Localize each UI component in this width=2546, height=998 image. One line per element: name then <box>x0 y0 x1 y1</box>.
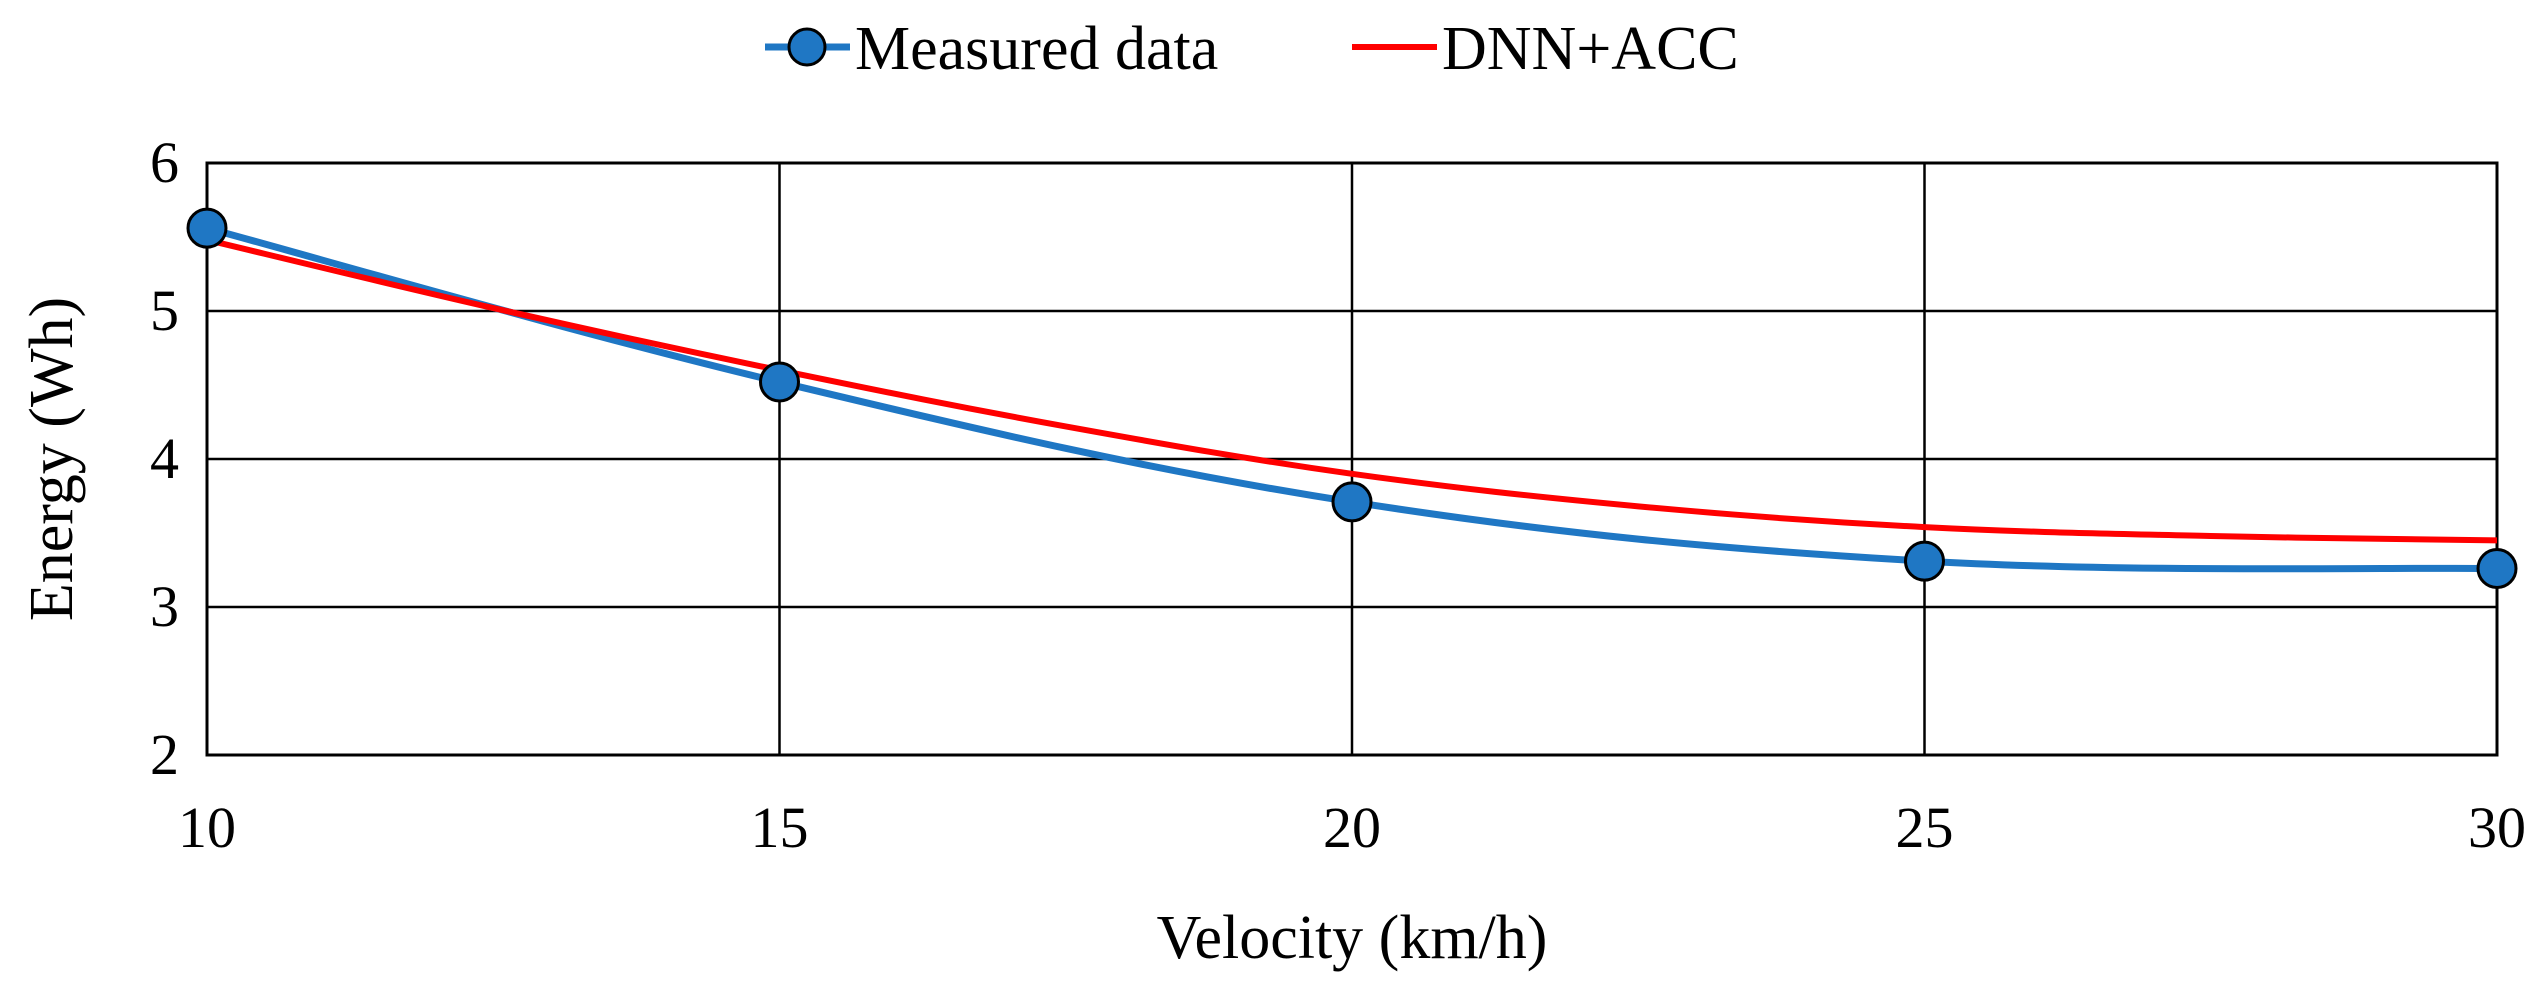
y-tick-label: 6 <box>150 130 179 195</box>
legend-item-dnn-acc: DNN+ACC <box>1352 15 1739 83</box>
legend-label-measured: Measured data <box>855 15 1218 83</box>
legend-item-measured: Measured data <box>765 15 1218 83</box>
x-tick-label: 10 <box>178 795 236 860</box>
series-layer <box>186 207 2518 590</box>
y-tick-label: 5 <box>150 278 179 343</box>
y-tick-label: 3 <box>150 574 179 639</box>
measured-data-point <box>1904 540 1945 582</box>
measured-data-point <box>759 361 800 403</box>
y-tick-label: 2 <box>150 722 179 787</box>
legend-swatch-marker <box>787 27 827 67</box>
grid <box>205 161 2499 757</box>
x-tick-label: 20 <box>1323 795 1381 860</box>
dnn-acc-line <box>206 237 2498 544</box>
legend: Measured data DNN+ACC <box>765 15 1739 83</box>
legend-label-dnn-acc: DNN+ACC <box>1442 15 1739 83</box>
y-axis-ticks: 2 3 4 5 6 <box>150 130 179 787</box>
y-axis-title: Energy (Wh) <box>18 297 86 621</box>
measured-data-point <box>186 207 228 249</box>
x-axis-ticks: 10 15 20 25 30 <box>178 795 2526 860</box>
plot-area-frame <box>205 161 2499 757</box>
x-tick-label: 15 <box>751 795 809 860</box>
measured-data-point <box>1331 481 1373 523</box>
measured-data-point <box>2476 548 2518 590</box>
x-tick-label: 25 <box>1896 795 1954 860</box>
x-axis-title: Velocity (km/h) <box>1157 904 1548 972</box>
x-tick-label: 30 <box>2468 795 2526 860</box>
y-tick-label: 4 <box>150 426 179 491</box>
